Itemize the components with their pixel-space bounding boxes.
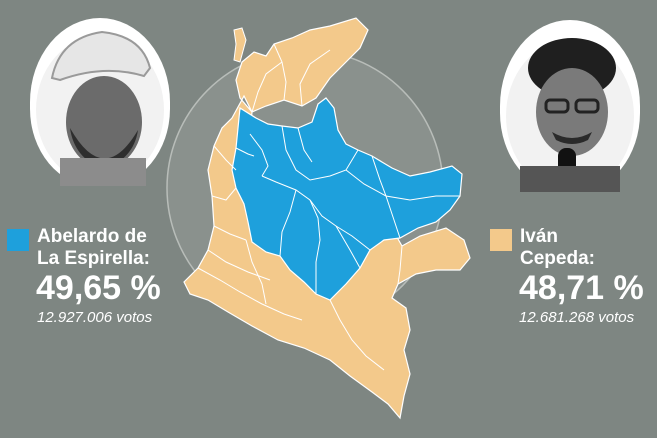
- department-borders: [235, 125, 460, 294]
- candidate-votes-ivan: 12.681.268 votos: [519, 309, 635, 326]
- candidate-name-ivan: Iván Cepeda:: [520, 226, 595, 269]
- candidate-name-abelardo: Abelardo de La Espirella:: [37, 226, 150, 269]
- candidate-percent-ivan: 48,71 %: [519, 269, 644, 307]
- candidate-percent-abelardo: 49,65 %: [36, 269, 161, 307]
- portrait-abelardo: [30, 18, 170, 186]
- legend-swatch-abelardo: [7, 229, 29, 251]
- man-white-cap-portrait-icon: [36, 30, 164, 186]
- candidate-votes-abelardo: 12.927.006 votos: [37, 309, 153, 326]
- department-borders-sand: [197, 43, 403, 371]
- portrait-ivan: [500, 20, 640, 192]
- legend-swatch-ivan: [490, 229, 512, 251]
- man-glasses-microphone-portrait-icon: [506, 38, 634, 192]
- map-region-espirella-main: [231, 97, 463, 301]
- map-island: [233, 27, 247, 63]
